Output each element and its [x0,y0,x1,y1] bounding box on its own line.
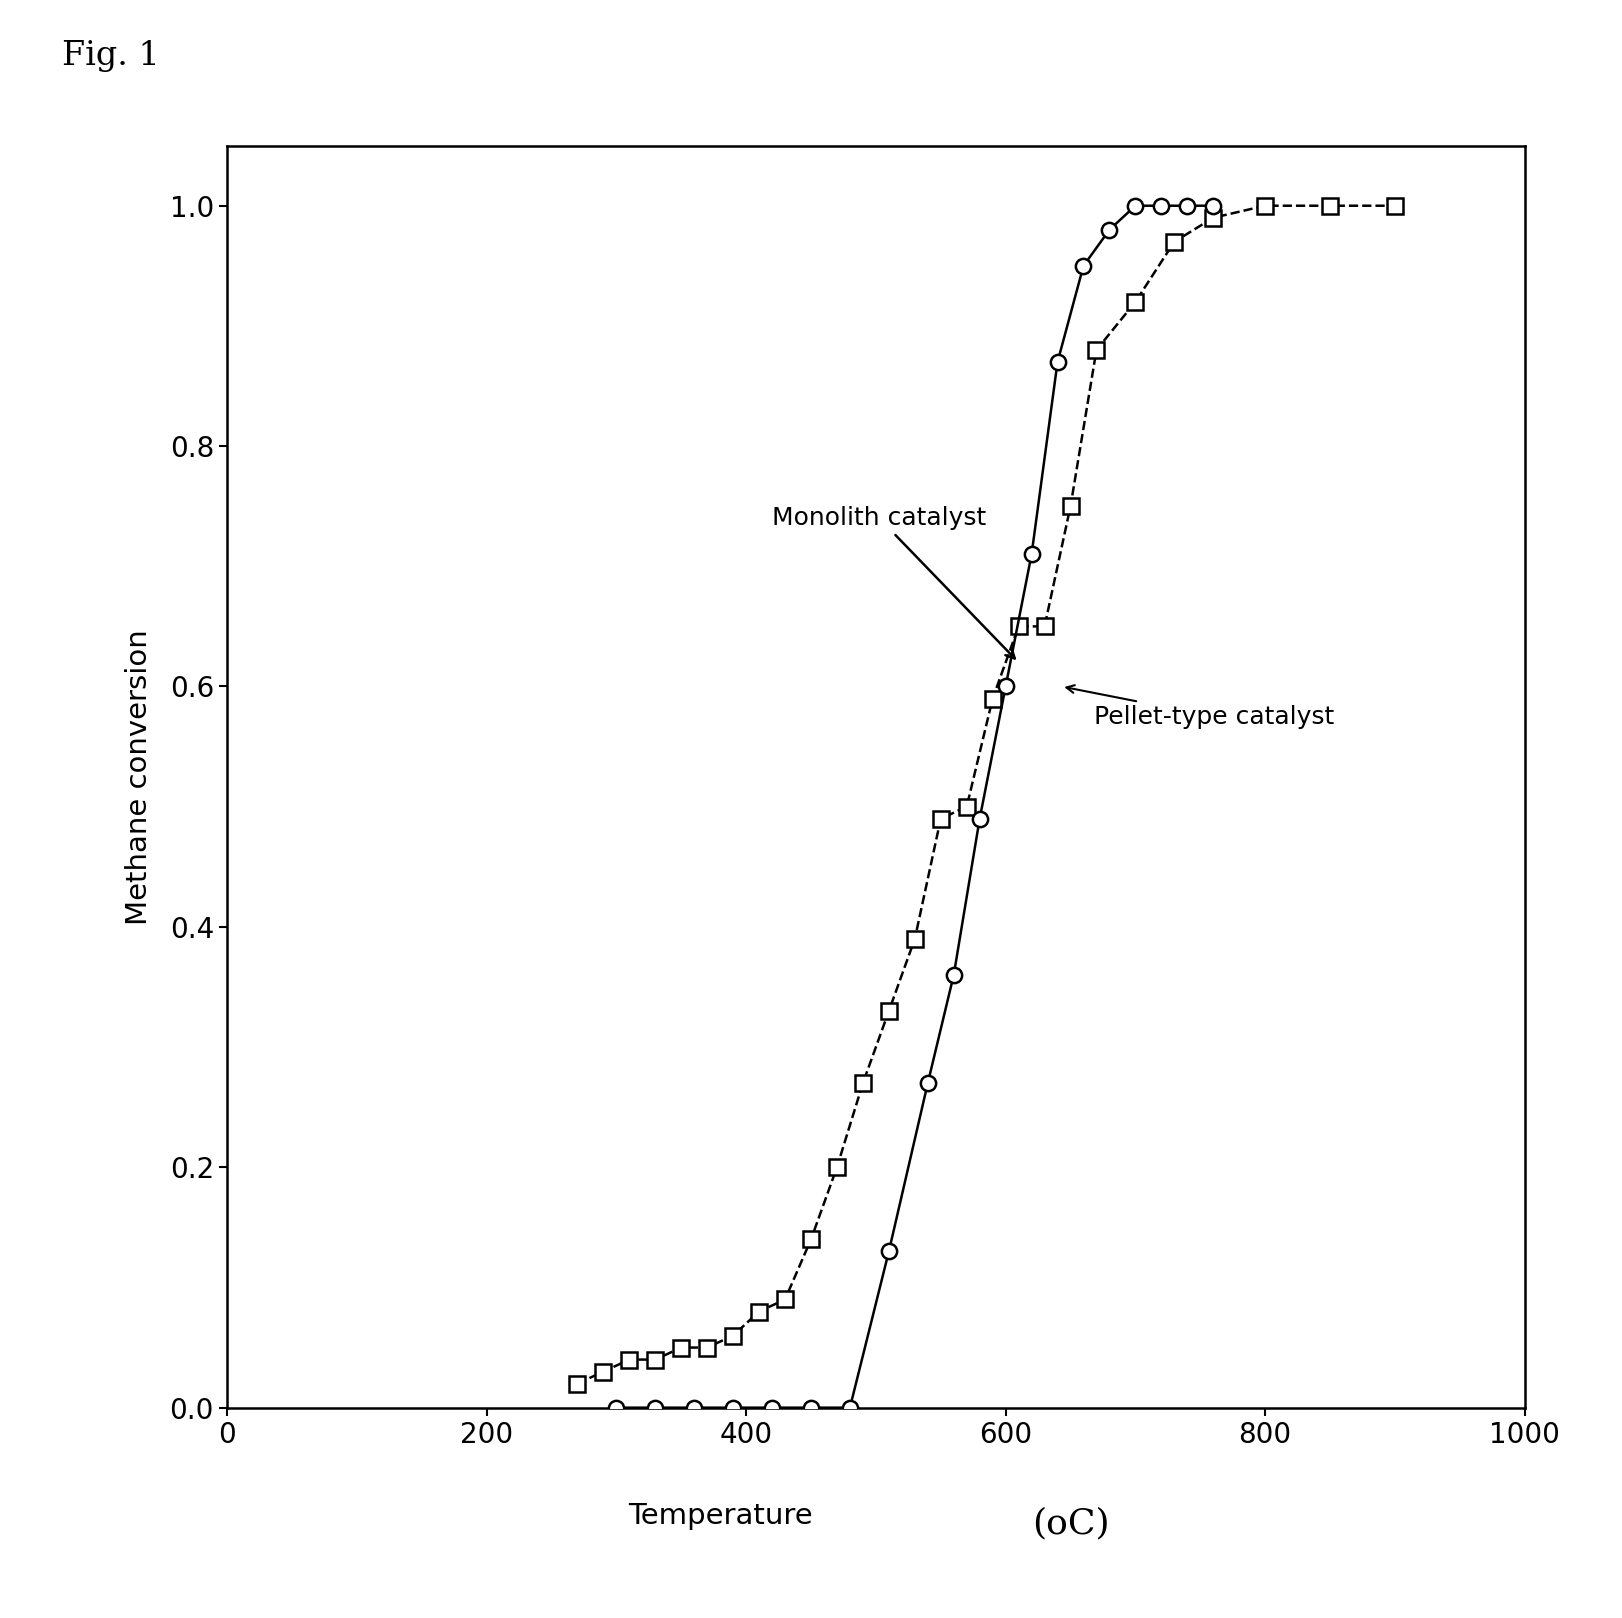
Text: Monolith catalyst: Monolith catalyst [772,506,1015,659]
Text: Pellet-type catalyst: Pellet-type catalyst [1066,684,1335,728]
Text: (ᴏC): (ᴏC) [1032,1506,1109,1540]
Y-axis label: Methane conversion: Methane conversion [125,629,152,924]
Text: Temperature: Temperature [628,1502,813,1531]
Text: Fig. 1: Fig. 1 [62,40,159,73]
